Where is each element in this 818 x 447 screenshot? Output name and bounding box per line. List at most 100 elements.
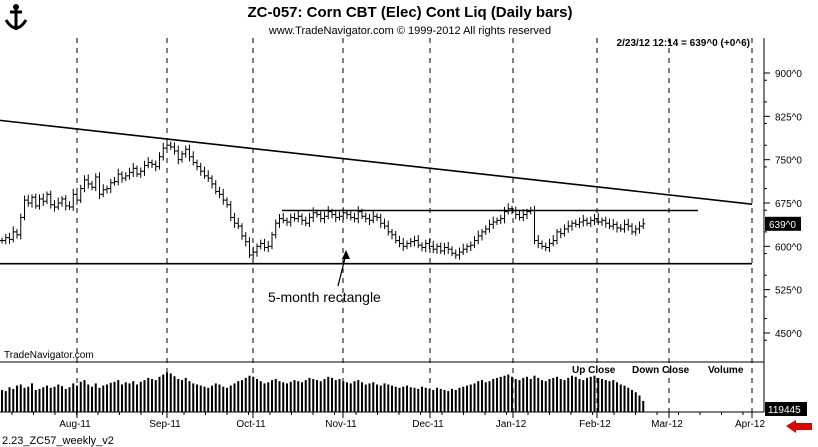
price-bar	[630, 223, 634, 235]
volume-bar	[218, 384, 221, 412]
volume-bar	[548, 379, 551, 412]
volume-bar	[327, 376, 330, 412]
volume-bar	[604, 380, 607, 412]
price-bar	[191, 151, 196, 166]
price-bar	[30, 194, 34, 208]
volume-bar	[207, 387, 210, 412]
volume-bar	[271, 380, 273, 412]
price-bar	[476, 230, 481, 245]
price-bar	[45, 191, 49, 205]
volume-bar	[559, 379, 562, 412]
volume-bar	[372, 382, 375, 412]
volume-bar	[331, 377, 333, 412]
price-bar	[266, 240, 271, 253]
volume-bar	[619, 384, 622, 412]
volume-bar	[582, 380, 585, 412]
volume-bar	[526, 376, 528, 412]
volume-bar	[188, 381, 191, 412]
price-bar	[67, 201, 72, 210]
price-bar	[570, 220, 574, 231]
price-bar	[420, 242, 424, 252]
price-bar	[292, 212, 297, 222]
price-bar	[307, 212, 312, 227]
price-bar	[221, 188, 226, 205]
volume-bar	[398, 387, 401, 412]
volume-bar	[541, 380, 543, 412]
volume-bar	[166, 372, 168, 412]
legend-down-close: Down Close	[632, 365, 690, 376]
price-bar	[592, 213, 597, 225]
price-bar	[333, 210, 338, 223]
volume-bar	[91, 386, 93, 412]
price-bar	[206, 170, 211, 182]
volume-bar	[8, 387, 11, 412]
price-bar	[438, 242, 443, 254]
price-bar	[75, 191, 79, 205]
price-bar	[483, 225, 488, 235]
price-bar	[240, 223, 244, 240]
price-bar	[348, 210, 353, 221]
price-bar	[603, 216, 608, 228]
price-bar	[101, 184, 106, 198]
volume-bar	[98, 387, 101, 412]
price-bar	[596, 213, 601, 225]
scroll-arrow-icon[interactable]	[786, 420, 812, 433]
volume-bar	[263, 383, 266, 412]
price-bar	[131, 162, 136, 177]
price-bar	[210, 175, 214, 189]
volume-bar	[252, 376, 255, 412]
volume-bar	[402, 386, 405, 412]
price-bar	[262, 238, 267, 252]
volume-bar	[106, 384, 108, 412]
price-bar	[431, 240, 436, 253]
legend-volume: Volume	[708, 365, 744, 376]
price-bar	[506, 203, 511, 215]
volume-bar	[481, 380, 483, 412]
volume-bar	[357, 380, 360, 412]
price-bar	[93, 173, 98, 192]
price-bar	[165, 142, 169, 153]
price-axis: 900^0 825^0 750^0 675^0 600^0 525^0 450^0	[764, 69, 802, 341]
price-bar	[153, 160, 158, 172]
price-bar	[303, 216, 308, 227]
volume-bar	[631, 390, 633, 412]
volume-bar	[158, 376, 161, 412]
price-bar	[371, 210, 376, 224]
price-bar	[202, 166, 207, 179]
price-bar	[97, 172, 102, 199]
volume-bar	[196, 384, 198, 412]
price-tag: 639^0	[765, 216, 801, 231]
price-bar	[157, 152, 162, 170]
volume-bar	[383, 383, 386, 412]
price-bar	[442, 242, 447, 255]
price-bar	[337, 211, 342, 221]
price-bar	[217, 186, 222, 199]
price-bar	[195, 159, 199, 171]
volume-bar	[522, 377, 525, 412]
svg-text:119445: 119445	[768, 405, 801, 416]
volume-bar	[552, 377, 555, 412]
volume-bar	[289, 381, 292, 412]
price-bar	[52, 200, 57, 212]
volume-bar	[79, 381, 82, 412]
volume-bar	[139, 381, 142, 412]
price-bar	[453, 249, 458, 259]
price-bar	[311, 207, 316, 223]
volume-bar	[12, 388, 15, 412]
price-bar	[461, 243, 466, 255]
volume-bar	[128, 383, 131, 412]
volume-bar	[364, 384, 367, 412]
price-bar	[255, 243, 259, 257]
price-bar	[273, 219, 278, 239]
volume-bar	[428, 388, 431, 412]
volume-bar	[571, 375, 573, 412]
price-bar	[450, 246, 454, 257]
date-tick-label: Sep-11	[149, 419, 181, 430]
price-tick-label: 750^0	[775, 156, 802, 167]
price-tick-label: 450^0	[775, 329, 802, 340]
price-bar	[322, 211, 327, 224]
volume-bar	[417, 388, 420, 412]
price-bar	[540, 240, 544, 250]
volume-bar	[436, 387, 438, 412]
volume-bar	[421, 386, 423, 412]
